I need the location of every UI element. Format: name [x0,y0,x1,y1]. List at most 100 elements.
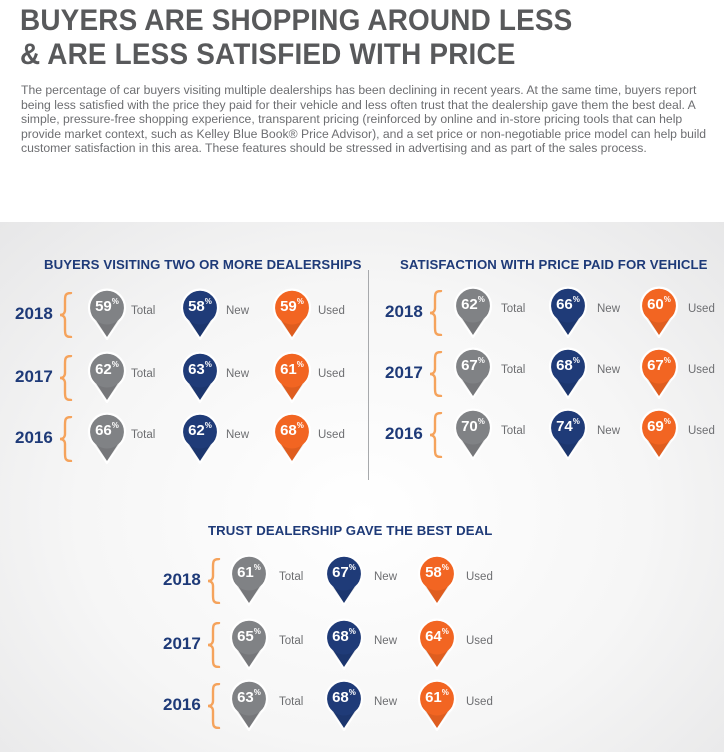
new-label: New [597,425,621,437]
used-value: 58% [425,563,449,581]
total-label: Total [501,303,526,315]
total-value: 62% [461,295,485,313]
column-divider [368,270,369,480]
year-label: 2018 [163,570,201,589]
stat-row-2017: 2017 67% Total 68% New 67% Used [385,347,724,407]
used-pin-icon: 64% [417,618,457,670]
new-pin-icon: 62% [180,412,220,464]
used-label: Used [688,364,715,376]
total-label: Total [501,425,526,437]
new-pin-icon: 68% [324,679,364,731]
total-value: 65% [237,627,261,645]
brace-icon [207,621,221,669]
total-pin-icon: 65% [229,618,269,670]
total-pin-icon: 62% [453,286,493,338]
total-value: 63% [237,688,261,706]
used-value: 59% [280,297,304,315]
brace-icon [59,291,73,339]
section-title: BUYERS VISITING TWO OR MORE DEALERSHIPS [44,257,362,272]
year-label: 2017 [163,634,201,653]
used-value: 60% [647,295,671,313]
new-label: New [374,696,398,708]
new-label: New [597,364,621,376]
used-label: Used [466,696,493,708]
total-label: Total [501,364,526,376]
used-label: Used [688,303,715,315]
brace-icon [429,411,443,459]
new-value: 68% [332,688,356,706]
total-pin-icon: 70% [453,408,493,460]
total-pin-icon: 63% [229,679,269,731]
used-label: Used [318,305,345,317]
stat-row-2016: 2016 63% Total 68% New 61% Used [163,679,503,739]
used-label: Used [318,368,345,380]
total-value: 61% [237,563,261,581]
title-line-2: & ARE LESS SATISFIED WITH PRICE [20,38,516,71]
total-value: 67% [461,356,485,374]
stat-row-2018: 2018 59% Total 58% New 59% Used [15,288,355,348]
total-pin-icon: 61% [229,554,269,606]
used-pin-icon: 67% [639,347,679,399]
new-label: New [374,635,398,647]
new-pin-icon: 63% [180,351,220,403]
year-label: 2018 [385,302,423,321]
total-label: Total [131,429,156,441]
stat-row-2018: 2018 61% Total 67% New 58% Used [163,554,503,614]
used-pin-icon: 58% [417,554,457,606]
year-label: 2018 [15,304,53,323]
used-label: Used [318,429,345,441]
total-value: 70% [461,417,485,435]
used-value: 69% [647,417,671,435]
new-value: 68% [332,627,356,645]
total-label: Total [131,305,156,317]
total-pin-icon: 66% [87,412,127,464]
used-pin-icon: 69% [639,408,679,460]
new-value: 58% [188,297,212,315]
used-pin-icon: 60% [639,286,679,338]
used-pin-icon: 61% [417,679,457,731]
new-pin-icon: 68% [324,618,364,670]
new-pin-icon: 67% [324,554,364,606]
year-label: 2016 [15,428,53,447]
used-pin-icon: 61% [272,351,312,403]
year-label: 2016 [163,695,201,714]
brace-icon [59,415,73,463]
total-value: 59% [95,297,119,315]
title-line-1: BUYERS ARE SHOPPING AROUND LESS [20,4,573,37]
total-label: Total [131,368,156,380]
new-value: 68% [556,356,580,374]
used-pin-icon: 59% [272,288,312,340]
brace-icon [429,289,443,337]
new-label: New [226,305,250,317]
brace-icon [207,557,221,605]
total-value: 66% [95,421,119,439]
total-label: Total [279,696,304,708]
used-value: 64% [425,627,449,645]
used-value: 61% [425,688,449,706]
used-label: Used [466,571,493,583]
total-pin-icon: 62% [87,351,127,403]
used-pin-icon: 68% [272,412,312,464]
total-pin-icon: 67% [453,347,493,399]
stat-row-2016: 2016 70% Total 74% New 69% Used [385,408,724,468]
year-label: 2016 [385,424,423,443]
page-title: BUYERS ARE SHOPPING AROUND LESS & ARE LE… [20,4,710,72]
stat-row-2016: 2016 66% Total 62% New 68% Used [15,412,355,472]
new-label: New [226,368,250,380]
brace-icon [59,354,73,402]
year-label: 2017 [385,363,423,382]
new-label: New [226,429,250,441]
year-label: 2017 [15,367,53,386]
stat-row-2017: 2017 65% Total 68% New 64% Used [163,618,503,678]
brace-icon [429,350,443,398]
new-value: 66% [556,295,580,313]
total-label: Total [279,635,304,647]
new-pin-icon: 74% [548,408,588,460]
used-value: 67% [647,356,671,374]
stat-row-2018: 2018 62% Total 66% New 60% Used [385,286,724,346]
new-label: New [597,303,621,315]
new-pin-icon: 58% [180,288,220,340]
stat-row-2017: 2017 62% Total 63% New 61% Used [15,351,355,411]
new-value: 74% [556,417,580,435]
new-pin-icon: 68% [548,347,588,399]
